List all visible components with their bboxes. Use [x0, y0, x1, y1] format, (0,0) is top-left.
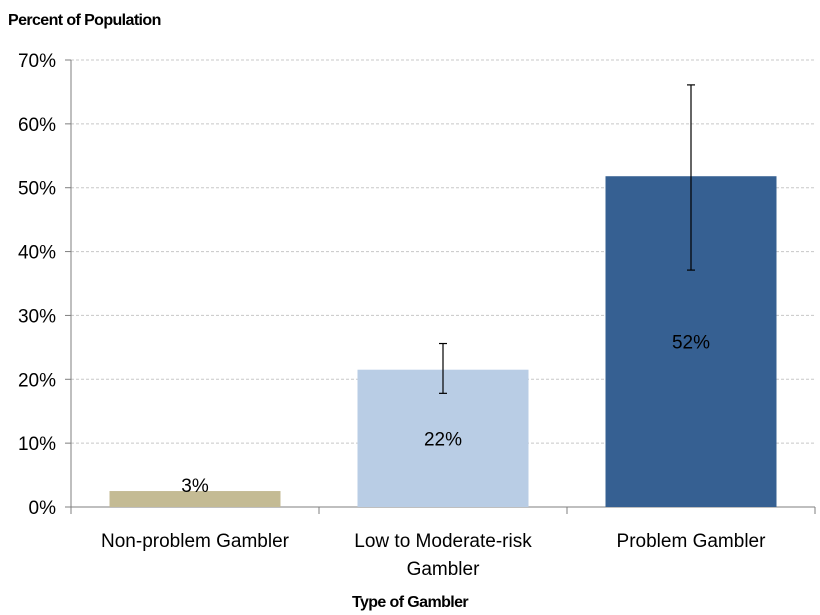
category-label: Problem Gambler [617, 531, 767, 552]
y-tick-label: 0% [29, 498, 57, 519]
category-label: Non-problem Gambler [101, 531, 290, 552]
data-label: 3% [181, 476, 209, 497]
category-label: Low to Moderate-risk [354, 531, 532, 552]
y-tick-label: 30% [18, 306, 56, 327]
category-label: Gambler [407, 559, 481, 580]
y-tick-label: 20% [18, 370, 56, 391]
x-axis-title: Type of Gambler [0, 594, 820, 612]
y-tick-label: 50% [18, 179, 56, 200]
data-label: 22% [424, 429, 462, 450]
y-tick-label: 10% [18, 434, 56, 455]
y-tick-label: 40% [18, 243, 56, 264]
y-tick-label: 60% [18, 115, 56, 136]
data-label: 52% [672, 333, 710, 354]
y-tick-label: 70% [18, 51, 56, 72]
